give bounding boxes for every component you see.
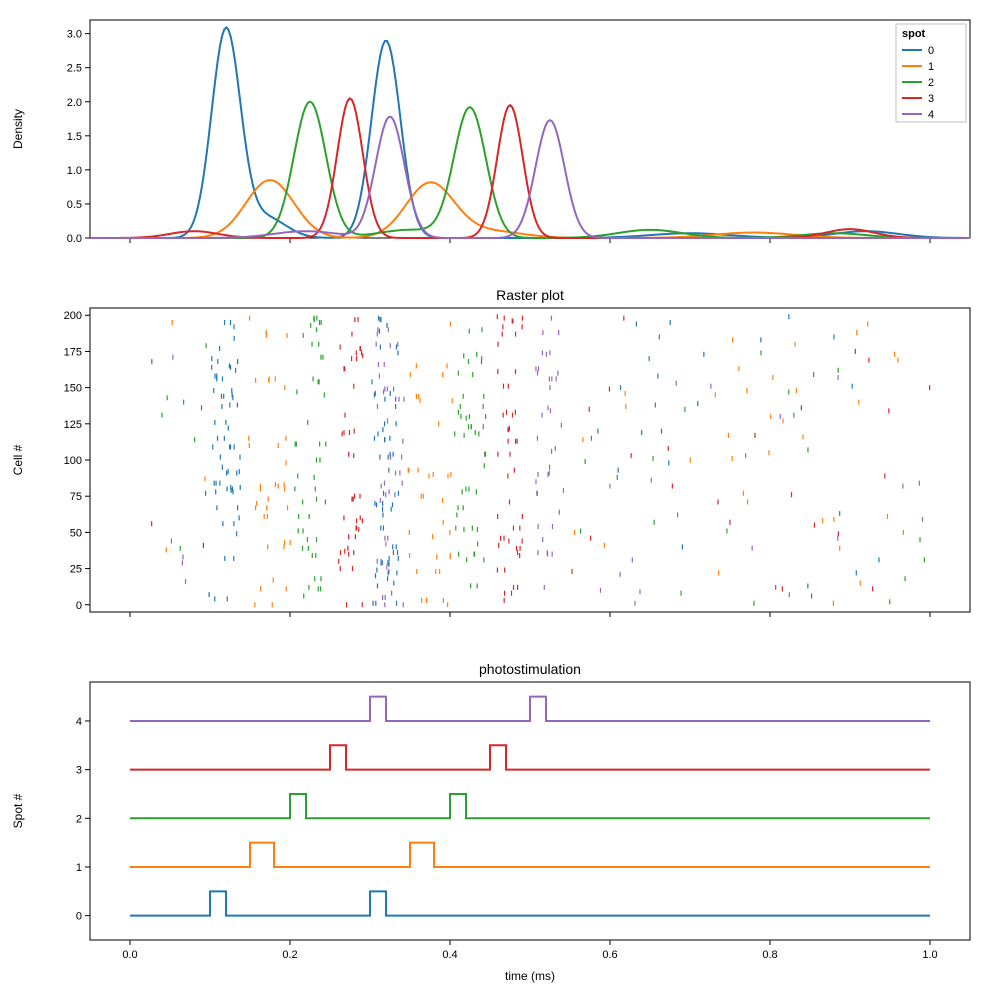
stim-line-2 <box>130 794 930 818</box>
svg-text:4: 4 <box>76 716 82 728</box>
svg-text:1.0: 1.0 <box>67 165 82 177</box>
svg-text:1.5: 1.5 <box>67 131 82 143</box>
svg-text:0.0: 0.0 <box>122 949 137 961</box>
stim-line-3 <box>130 745 930 769</box>
svg-text:200: 200 <box>64 310 82 322</box>
density-line-4 <box>90 117 970 238</box>
stim-line-1 <box>130 843 930 867</box>
svg-text:3.0: 3.0 <box>67 29 82 41</box>
svg-text:1: 1 <box>76 862 82 874</box>
raster-group <box>152 314 930 607</box>
svg-text:1.0: 1.0 <box>922 949 937 961</box>
figure-svg: 0.00.51.01.52.02.53.0Densityspot01234Ras… <box>0 0 1000 1000</box>
svg-text:Raster plot: Raster plot <box>496 287 564 303</box>
density-line-3 <box>90 98 970 238</box>
svg-text:50: 50 <box>70 527 82 539</box>
x-axis-label: time (ms) <box>505 969 555 983</box>
figure-container: 0.00.51.01.52.02.53.0Densityspot01234Ras… <box>0 0 1000 1000</box>
svg-text:photostimulation: photostimulation <box>479 661 581 677</box>
svg-text:2.0: 2.0 <box>67 97 82 109</box>
svg-text:100: 100 <box>64 455 82 467</box>
legend-label-3: 3 <box>928 93 934 105</box>
svg-text:0.4: 0.4 <box>442 949 457 961</box>
legend-label-2: 2 <box>928 77 934 89</box>
svg-text:150: 150 <box>64 383 82 395</box>
svg-text:0.6: 0.6 <box>602 949 617 961</box>
svg-text:25: 25 <box>70 564 82 576</box>
legend-label-0: 0 <box>928 45 934 57</box>
stim-line-4 <box>130 697 930 721</box>
svg-text:Spot #: Spot # <box>11 793 25 828</box>
legend-label-1: 1 <box>928 61 934 73</box>
svg-text:0.8: 0.8 <box>762 949 777 961</box>
svg-text:0.0: 0.0 <box>67 233 82 245</box>
stim-line-0 <box>130 891 930 915</box>
svg-text:75: 75 <box>70 491 82 503</box>
svg-text:Density: Density <box>11 109 25 149</box>
svg-text:0: 0 <box>76 911 82 923</box>
density-line-2 <box>90 102 970 238</box>
svg-text:0: 0 <box>76 600 82 612</box>
svg-text:2.5: 2.5 <box>67 63 82 75</box>
legend-title: spot <box>902 28 926 40</box>
svg-text:0.2: 0.2 <box>282 949 297 961</box>
svg-text:2: 2 <box>76 813 82 825</box>
legend-label-4: 4 <box>928 109 934 121</box>
svg-text:0.5: 0.5 <box>67 199 82 211</box>
density-line-0 <box>90 27 970 238</box>
svg-text:175: 175 <box>64 346 82 358</box>
svg-text:125: 125 <box>64 419 82 431</box>
svg-text:3: 3 <box>76 765 82 777</box>
svg-text:Cell #: Cell # <box>11 444 25 475</box>
